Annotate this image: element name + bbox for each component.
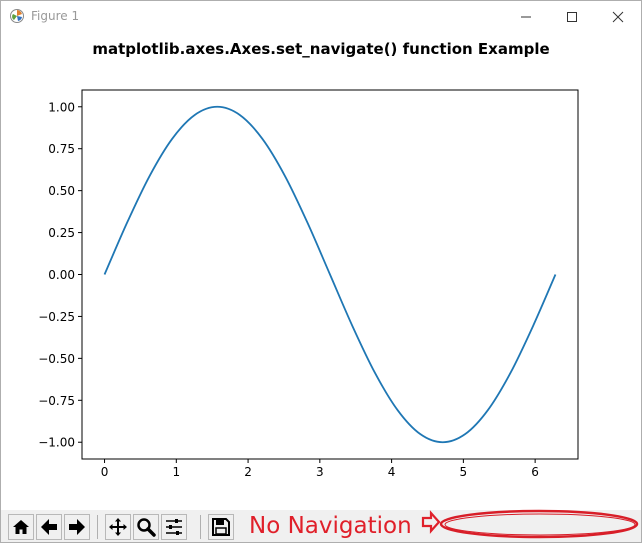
right-arrow-outline-icon [421, 510, 441, 534]
title-bar[interactable]: Figure 1 [1, 1, 641, 32]
home-icon [13, 520, 29, 534]
toolbar-separator [200, 515, 201, 539]
configure-subplots-button[interactable] [161, 514, 187, 540]
annotation-ellipse-inner [444, 513, 636, 536]
close-icon [612, 11, 624, 23]
annotation-ellipse [439, 509, 639, 539]
save-button[interactable] [208, 514, 234, 540]
close-button[interactable] [595, 1, 641, 32]
y-tick-label: −0.50 [38, 352, 75, 366]
annotation-label: No Navigation [249, 513, 412, 539]
x-axis: 0 1 2 3 4 5 6 [101, 459, 539, 479]
back-button[interactable] [36, 514, 62, 540]
move-icon [109, 518, 127, 536]
minimize-icon [521, 16, 531, 18]
x-tick-label: 4 [388, 465, 396, 479]
sine-series-line [103, 105, 557, 444]
left-arrow-icon [41, 519, 57, 535]
x-tick-label: 5 [460, 465, 468, 479]
y-tick-label: −0.25 [38, 310, 75, 324]
floppy-disk-icon [212, 518, 230, 536]
y-tick-label: −1.00 [38, 436, 75, 450]
plot-lines [103, 105, 557, 444]
toolbar-separator [97, 515, 98, 539]
right-arrow-icon [69, 519, 85, 535]
maximize-icon [567, 12, 577, 22]
chart-title: matplotlib.axes.Axes.set_navigate() func… [92, 40, 549, 58]
x-tick-label: 2 [244, 465, 252, 479]
minimize-button[interactable] [503, 1, 549, 32]
y-tick-label: 0.25 [48, 226, 75, 240]
x-tick-label: 6 [531, 465, 539, 479]
x-tick-label: 0 [101, 465, 109, 479]
y-tick-label: 0.75 [48, 142, 75, 156]
y-axis: 1.00 0.75 0.50 0.25 0.00 −0.25 −0.50 −0.75 −1.00 [38, 100, 82, 450]
y-tick-label: −0.75 [38, 394, 75, 408]
magnifier-icon [137, 518, 156, 537]
y-tick-label: 1.00 [48, 100, 75, 114]
y-tick-label: 0.00 [48, 268, 75, 282]
sliders-icon [166, 519, 182, 535]
home-button[interactable] [8, 514, 34, 540]
window-title: Figure 1 [31, 9, 80, 23]
figure-canvas[interactable]: matplotlib.axes.Axes.set_navigate() func… [1, 32, 641, 510]
maximize-button[interactable] [549, 1, 595, 32]
x-tick-label: 3 [316, 465, 324, 479]
x-tick-label: 1 [172, 465, 180, 479]
y-tick-label: 0.50 [48, 184, 75, 198]
forward-button[interactable] [64, 514, 90, 540]
matplotlib-icon [9, 8, 25, 24]
zoom-button[interactable] [133, 514, 159, 540]
pan-button[interactable] [105, 514, 131, 540]
